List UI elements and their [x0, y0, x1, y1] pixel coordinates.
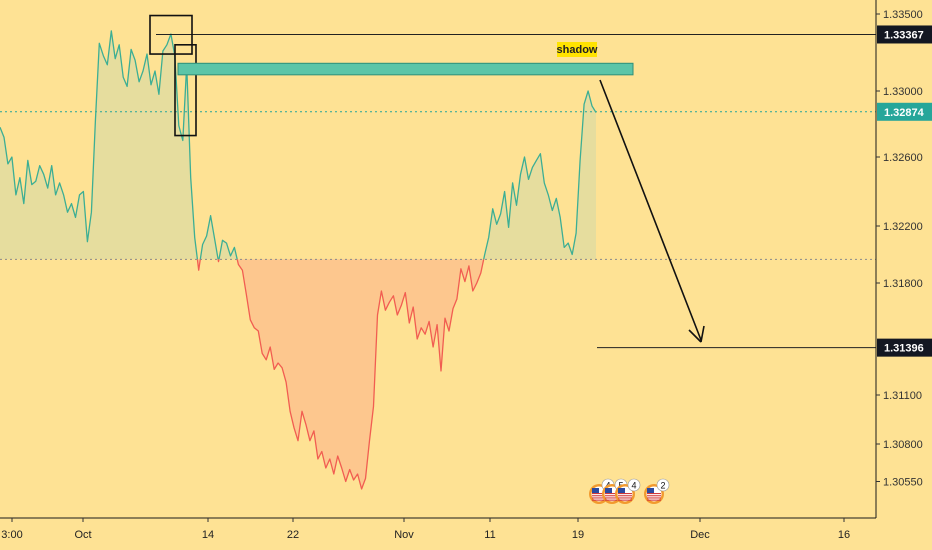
x-tick-label: 22 [287, 529, 299, 541]
shadow-zone[interactable] [177, 62, 634, 76]
price-line-segment [236, 259, 485, 490]
x-tick-label: Nov [394, 529, 414, 541]
flag-stripe [592, 495, 606, 497]
price-line-segment [483, 90, 597, 260]
flag-stripe [647, 495, 661, 497]
shadow-label: shadow [557, 42, 598, 57]
flag-stripe [618, 497, 632, 499]
price-tag-label: 1.32874 [884, 107, 925, 119]
x-tick-label: 11 [484, 529, 495, 541]
price-axis[interactable]: 1.33500 1.33000 1.32600 1.32200 1.31800 1.311… [875, 0, 932, 518]
y-tick-label: 1.30550 [883, 477, 923, 489]
flag-stripe [605, 499, 619, 501]
flag-stripe [647, 499, 661, 501]
flag-canton [592, 488, 599, 493]
price-tag-target[interactable]: 1.31396 [877, 338, 932, 357]
price-line-segment [196, 259, 201, 271]
y-tick-label: 1.33000 [883, 86, 923, 98]
drawing-layer[interactable]: shadow [149, 14, 876, 349]
area-segment [0, 30, 198, 260]
flag-stripe [618, 499, 632, 501]
y-tick-label: 1.32200 [883, 221, 923, 233]
event-marker[interactable]: 2 [644, 478, 670, 504]
y-tick-label: 1.31800 [883, 278, 923, 290]
price-tag-last[interactable]: 1.32874 [877, 102, 932, 121]
flag-stripe [592, 499, 606, 501]
flag-stripe [605, 497, 619, 499]
price-line-segment [0, 30, 199, 260]
y-tick-label: 1.31100 [883, 390, 922, 402]
area-segment [200, 215, 219, 260]
flag-canton [618, 488, 625, 493]
price-line [0, 30, 597, 490]
price-line-segment [217, 259, 220, 263]
flag-stripe [647, 493, 661, 495]
x-tick-label: 19 [572, 529, 584, 541]
event-count: 2 [660, 481, 665, 491]
price-tag-bg [877, 338, 932, 357]
flag-canton [647, 488, 654, 493]
y-tick-label: 1.33500 [883, 9, 923, 21]
x-tick-label: Oct [74, 529, 91, 541]
area-segment [483, 91, 596, 260]
time-axis[interactable]: 3:00 Oct 14 22 Nov 11 19 Dec 16 [0, 517, 876, 541]
high-box[interactable] [149, 14, 193, 55]
flag-stripe [618, 495, 632, 497]
flag-stripe [592, 493, 606, 495]
price-line-segment [199, 215, 219, 260]
x-tick-label: Dec [690, 529, 710, 541]
event-count-badge [627, 478, 641, 492]
shadow-label-text: shadow [557, 44, 598, 56]
second-box[interactable] [174, 43, 197, 137]
price-tag-bg [877, 102, 932, 121]
price-tag-bg [877, 25, 932, 44]
price-line-segment [218, 239, 238, 260]
event-marker[interactable]: 4 [615, 478, 641, 504]
event-count-badge [656, 478, 670, 492]
flag-stripe [605, 495, 619, 497]
price-tag-label: 1.33367 [884, 29, 924, 41]
shadow-label-bg [557, 42, 597, 57]
x-tick-label: 14 [202, 529, 214, 541]
flag-stripe [647, 497, 661, 499]
flag-stripe [618, 493, 632, 495]
y-tick-label: 1.32600 [883, 152, 923, 164]
event-count: 4 [631, 481, 636, 491]
flag-canton [605, 488, 612, 493]
economic-events[interactable]: 4542 [589, 478, 670, 504]
x-tick-label: 3:00 [1, 529, 22, 541]
projection-arrow[interactable] [599, 79, 702, 341]
price-tag-label: 1.31396 [884, 343, 924, 355]
projection-arrowhead [688, 325, 705, 343]
flag-stripe [605, 493, 619, 495]
x-tick-label: 16 [838, 529, 850, 541]
flag-stripe [592, 497, 606, 499]
price-tag-resistance[interactable]: 1.33367 [877, 25, 932, 44]
y-tick-label: 1.30800 [883, 439, 923, 451]
